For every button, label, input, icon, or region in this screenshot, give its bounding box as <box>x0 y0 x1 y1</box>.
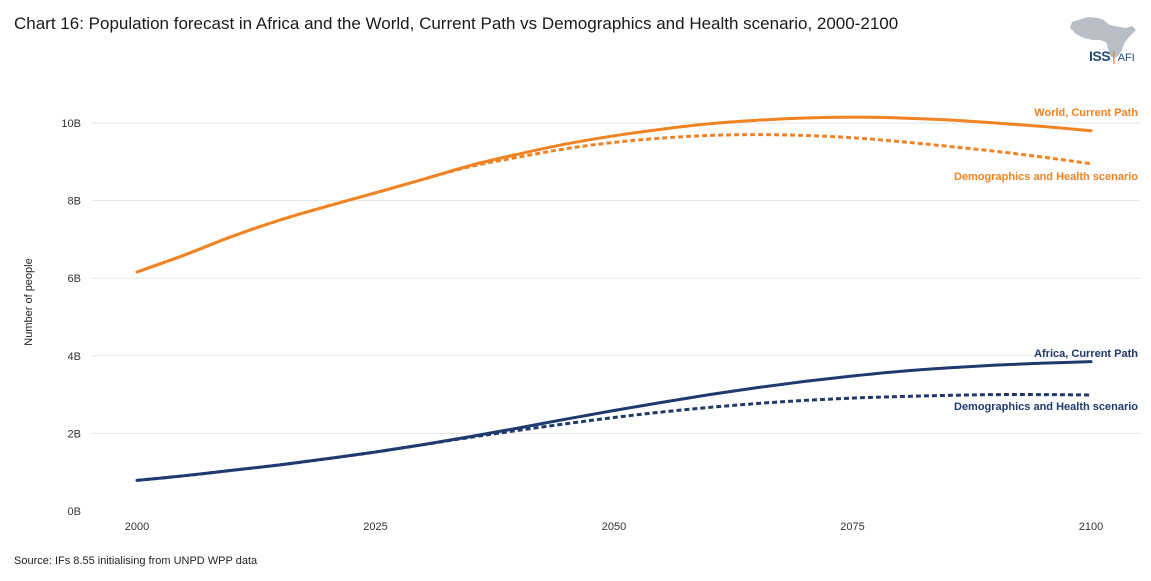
x-axis-ticks: 2000 2025 2050 2075 2100 <box>125 521 1103 533</box>
source-note: Source: IFs 8.55 initialising from UNPD … <box>14 555 258 567</box>
y-tick-label: 2B <box>68 428 81 440</box>
series-labels: World, Current Path Demographics and Heal… <box>954 107 1138 413</box>
logo-iss: ISS <box>1089 48 1111 64</box>
chart-title: Chart 16: Population forecast in Africa … <box>14 14 899 33</box>
series-label: Demographics and Health scenario <box>954 171 1138 183</box>
y-tick-label: 0B <box>68 506 81 518</box>
y-axis-label: Number of people <box>23 258 35 345</box>
y-tick-label: 10B <box>61 118 81 130</box>
logo-afi: AFI <box>1117 52 1135 64</box>
dashed-series-line <box>136 393 1092 482</box>
iss-afi-logo: ISS | AFI <box>1089 48 1135 64</box>
x-tick-label: 2075 <box>840 521 864 533</box>
series-line <box>135 115 1093 274</box>
series-label: Demographics and Health scenario <box>954 401 1138 413</box>
x-tick-label: 2025 <box>363 521 387 533</box>
x-tick-label: 2050 <box>602 521 626 533</box>
dashed-series-line <box>136 133 1092 274</box>
y-tick-label: 6B <box>68 273 81 285</box>
y-tick-label: 4B <box>68 351 81 363</box>
series-label: Africa, Current Path <box>1034 348 1138 360</box>
series-lines <box>135 115 1093 482</box>
logo-separator: | <box>1112 48 1116 64</box>
africa-map-shape <box>1070 17 1136 58</box>
x-tick-label: 2100 <box>1079 521 1103 533</box>
y-tick-label: 8B <box>68 196 81 208</box>
series-line <box>135 360 1093 482</box>
africa-map-icon <box>1070 17 1136 58</box>
x-tick-label: 2000 <box>125 521 149 533</box>
series-label: World, Current Path <box>1034 107 1138 119</box>
y-axis-ticks: 0B 2B 4B 6B 8B 10B <box>61 118 81 518</box>
grid-lines <box>92 122 1140 434</box>
